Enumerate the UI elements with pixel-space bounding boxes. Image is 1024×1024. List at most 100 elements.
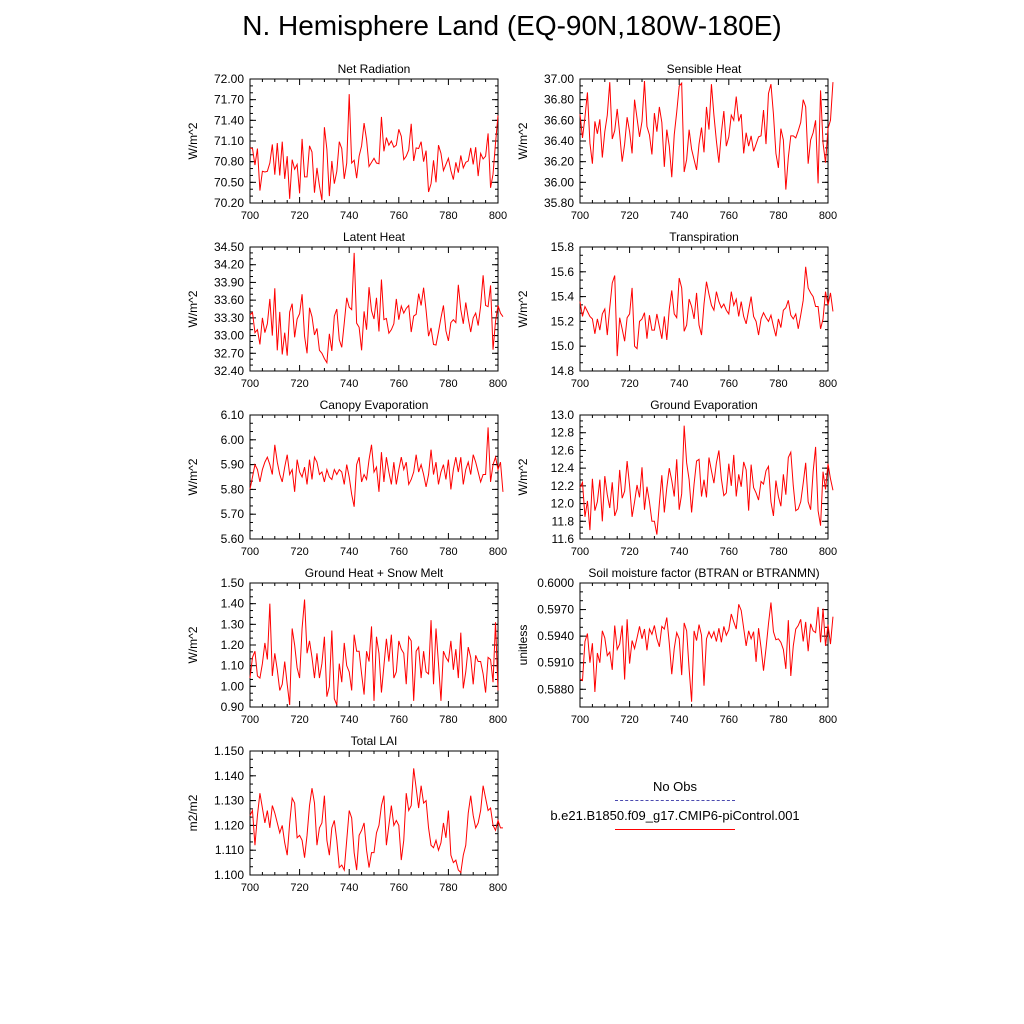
y-axis-label: W/m^2 (516, 458, 530, 495)
x-tick-label: 760 (720, 210, 738, 222)
x-tick-label: 780 (439, 546, 457, 558)
y-tick-label: 32.70 (214, 346, 244, 360)
y-tick-label: 71.10 (214, 134, 244, 148)
y-tick-label: 1.10 (221, 659, 245, 673)
y-tick-label: 14.8 (551, 364, 575, 378)
legend-case-label: b.e21.B1850.f09_g17.CMIP6-piControl.001 (550, 808, 800, 823)
x-tick-label: 800 (489, 714, 507, 726)
y-tick-label: 15.8 (551, 240, 575, 254)
y-axis-label: W/m^2 (186, 626, 200, 663)
y-tick-label: 0.6000 (537, 576, 574, 590)
y-tick-label: 70.50 (214, 175, 244, 189)
chart-title: Ground Heat + Snow Melt (305, 566, 444, 580)
y-tick-label: 6.10 (221, 408, 245, 422)
x-tick-label: 780 (439, 714, 457, 726)
y-tick-label: 12.4 (551, 461, 575, 475)
y-tick-label: 5.90 (221, 458, 245, 472)
x-tick-label: 780 (769, 714, 787, 726)
chart-title: Total LAI (351, 734, 398, 748)
y-tick-label: 34.20 (214, 258, 244, 272)
chart-panel-4: Canopy Evaporation W/m^2 700 720 740 760 780 80… (186, 398, 507, 558)
x-tick-label: 760 (390, 882, 408, 894)
plot-frame (249, 414, 499, 540)
x-tick-label: 800 (819, 546, 837, 558)
x-tick-label: 740 (670, 378, 688, 390)
x-tick-label: 740 (340, 210, 358, 222)
legend: No Obs b.e21.B1850.f09_g17.CMIP6-piContr… (540, 778, 810, 836)
y-tick-label: 1.140 (214, 769, 244, 783)
y-tick-label: 11.6 (552, 532, 575, 546)
y-tick-label: 0.5880 (537, 682, 574, 696)
chart-panel-0: Net Radiation W/m^2 700 720 740 760 780 800 70.2… (186, 62, 507, 222)
chart-panel-2: Latent Heat W/m^2 700 720 740 760 780 800 32.40 3… (186, 230, 507, 390)
series-line-0 (579, 425, 834, 535)
y-tick-label: 33.00 (214, 329, 244, 343)
y-tick-label: 70.80 (214, 155, 244, 169)
x-tick-label: 720 (620, 210, 638, 222)
series-line-0 (249, 599, 499, 706)
y-tick-label: 11.8 (552, 514, 575, 528)
chart-panel-1: Sensible Heat W/m^2 700 720 740 760 780 800 35.8… (516, 62, 837, 222)
x-tick-label: 780 (769, 546, 787, 558)
y-tick-label: 15.4 (551, 290, 575, 304)
y-tick-label: 36.40 (544, 134, 574, 148)
series-line-0 (579, 266, 834, 357)
x-tick-label: 780 (769, 210, 787, 222)
x-tick-label: 740 (340, 714, 358, 726)
y-tick-label: 33.60 (214, 293, 244, 307)
y-tick-label: 71.70 (214, 93, 244, 107)
x-tick-label: 740 (340, 882, 358, 894)
y-tick-label: 15.6 (551, 265, 575, 279)
plot-frame (579, 414, 829, 540)
y-tick-label: 36.20 (544, 155, 574, 169)
y-tick-label: 0.5970 (537, 603, 574, 617)
x-tick-label: 700 (241, 882, 259, 894)
x-tick-label: 700 (241, 714, 259, 726)
y-tick-label: 6.00 (221, 433, 245, 447)
series-line-0 (249, 252, 504, 365)
y-tick-label: 13.0 (551, 408, 575, 422)
y-tick-label: 1.100 (214, 868, 244, 882)
y-tick-label: 5.70 (221, 507, 245, 521)
y-tick-label: 1.110 (215, 843, 244, 857)
series-line-0 (579, 602, 834, 702)
y-tick-label: 12.0 (551, 497, 575, 511)
x-tick-label: 720 (620, 546, 638, 558)
chart-title: Sensible Heat (667, 62, 742, 76)
y-tick-label: 1.120 (214, 818, 244, 832)
x-tick-label: 760 (720, 378, 738, 390)
x-tick-label: 780 (439, 210, 457, 222)
y-tick-label: 32.40 (214, 364, 244, 378)
y-tick-label: 1.00 (221, 679, 245, 693)
x-tick-label: 700 (241, 378, 259, 390)
y-tick-label: 1.50 (221, 576, 245, 590)
x-tick-label: 800 (489, 882, 507, 894)
y-tick-label: 0.5910 (537, 656, 574, 670)
chart-panel-8: Total LAI m2/m2 700 720 740 760 780 800 1.100 1.1… (186, 734, 507, 894)
x-tick-label: 700 (571, 546, 589, 558)
x-tick-label: 740 (340, 378, 358, 390)
x-tick-label: 760 (390, 378, 408, 390)
x-tick-label: 740 (340, 546, 358, 558)
x-tick-label: 780 (439, 882, 457, 894)
y-tick-label: 5.80 (221, 482, 245, 496)
x-tick-label: 700 (241, 210, 259, 222)
x-tick-label: 760 (390, 714, 408, 726)
y-tick-label: 36.00 (544, 175, 574, 189)
x-tick-label: 780 (769, 378, 787, 390)
chart-title: Net Radiation (338, 62, 411, 76)
y-tick-label: 33.30 (214, 311, 244, 325)
x-tick-label: 780 (439, 378, 457, 390)
chart-title: Transpiration (669, 230, 739, 244)
y-axis-label: unitless (516, 625, 530, 666)
x-tick-label: 740 (670, 714, 688, 726)
x-tick-label: 700 (241, 546, 259, 558)
y-tick-label: 12.8 (551, 426, 575, 440)
x-tick-label: 700 (571, 378, 589, 390)
x-tick-label: 700 (571, 210, 589, 222)
chart-panel-3: Transpiration W/m^2 700 720 740 760 780 800 14.8… (516, 230, 837, 390)
y-axis-label: W/m^2 (186, 290, 200, 327)
x-tick-label: 760 (720, 546, 738, 558)
x-tick-label: 800 (819, 210, 837, 222)
